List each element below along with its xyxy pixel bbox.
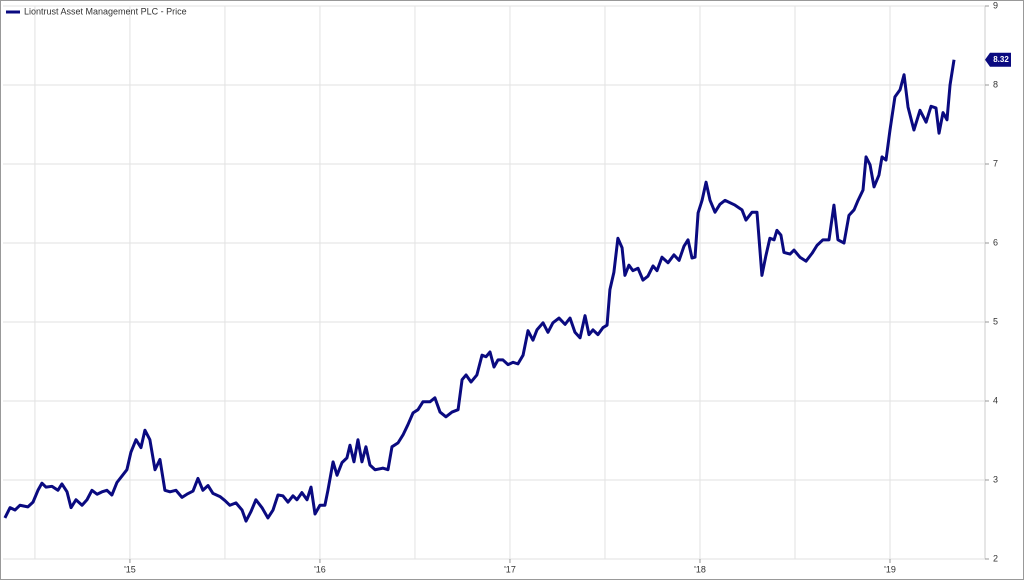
x-tick-label: '15 — [124, 564, 136, 574]
legend-label: Liontrust Asset Management PLC - Price — [24, 6, 187, 16]
y-tick-label: 2 — [993, 553, 998, 563]
x-tick-label: '19 — [884, 564, 896, 574]
y-tick-label: 8 — [993, 79, 998, 89]
price-line — [3, 59, 956, 523]
x-tick-label: '16 — [314, 564, 326, 574]
y-tick-label: 4 — [993, 395, 998, 405]
x-tick-label: '18 — [694, 564, 706, 574]
y-tick-label: 9 — [993, 0, 998, 10]
y-tick-label: 6 — [993, 237, 998, 247]
y-tick-label: 5 — [993, 316, 998, 326]
last-value-label: 8.32 — [993, 55, 1009, 64]
y-tick-label: 3 — [993, 474, 998, 484]
y-tick-label: 7 — [993, 158, 998, 168]
last-value-flag — [985, 52, 1011, 67]
x-tick-label: '17 — [504, 564, 516, 574]
